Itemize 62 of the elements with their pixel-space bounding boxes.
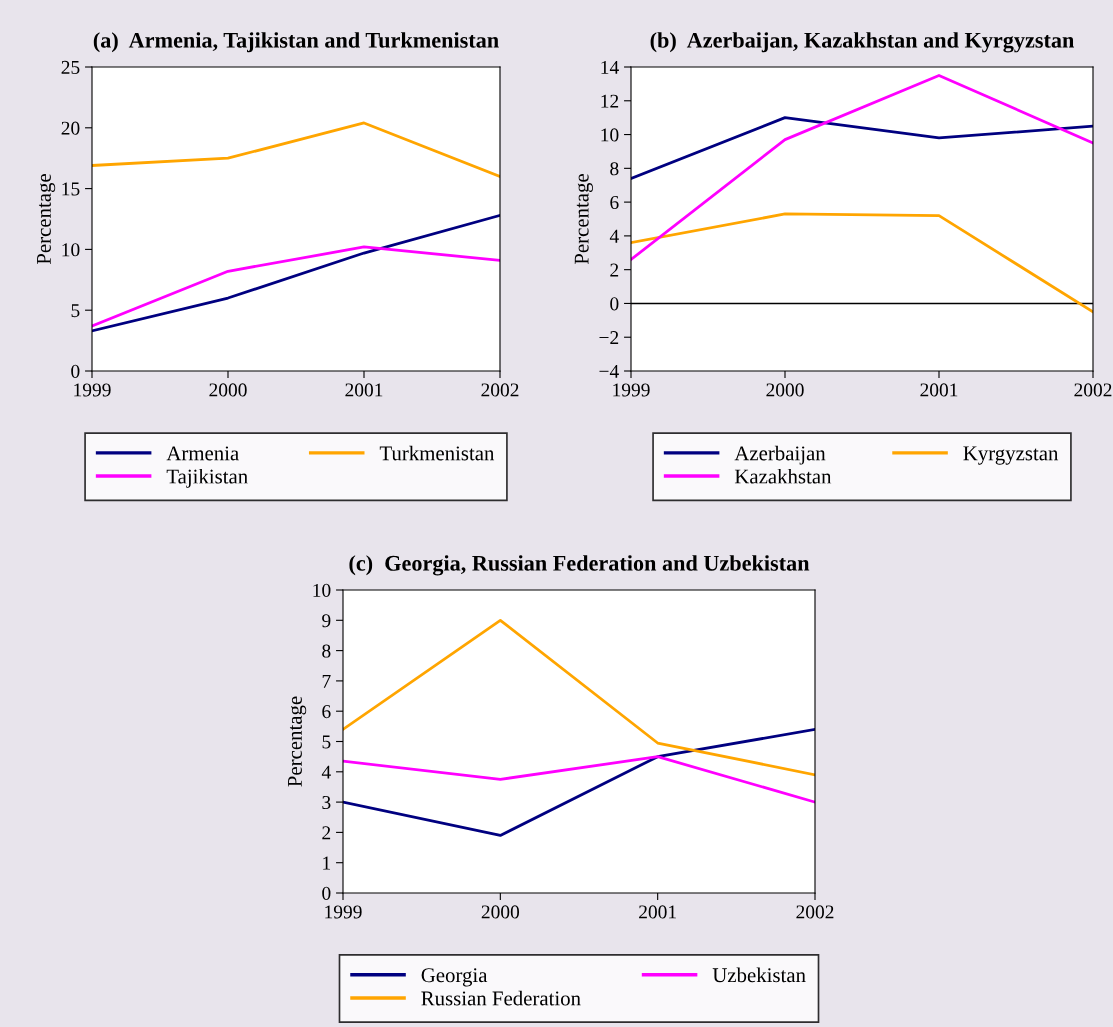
legend-label: Kyrgyzstan — [963, 446, 1059, 465]
legend-label: Azerbaijan — [734, 445, 826, 465]
y-tick-label: 5 — [71, 304, 80, 318]
x-tick-label: 2002 — [481, 383, 519, 397]
y-tick-label: 8 — [322, 644, 331, 658]
y-tick-label: 0 — [71, 364, 80, 378]
x-tick-label: 2001 — [639, 905, 676, 919]
legend-label: Russian Federation — [421, 990, 581, 1006]
y-tick-label: 12 — [601, 94, 619, 108]
y-tick-label: 25 — [61, 60, 80, 74]
chart-title: (b) Azerbaijan, Kazakhstan and Kyrgyzstan — [650, 32, 1075, 53]
line-series — [631, 74, 1093, 261]
y-tick-label: 9 — [322, 614, 331, 628]
x-tick-label: 2002 — [796, 905, 834, 919]
y-tick-label: 0 — [322, 886, 331, 900]
y-tick-label: 1 — [323, 856, 331, 870]
y-tick-label: 8 — [610, 162, 619, 176]
x-tick-label: 2000 — [766, 383, 804, 397]
y-tick-label: 20 — [61, 121, 80, 135]
y-tick-label: 4 — [321, 765, 331, 779]
line-series — [92, 245, 500, 328]
x-tick-label: 2001 — [345, 383, 383, 397]
line-series — [343, 755, 815, 804]
chart-title: (a) Armenia, Tajikistan and Turkmenistan — [93, 32, 499, 53]
line-series — [92, 121, 500, 178]
y-axis-title: Percentage — [574, 174, 593, 265]
legend-label: Armenia — [166, 446, 239, 461]
y-axis-title: Percentage — [37, 174, 56, 265]
legend-label: Tajikistan — [166, 468, 248, 488]
y-tick-label: 15 — [62, 182, 80, 196]
y-tick-label: 3 — [322, 795, 331, 810]
line-series — [343, 727, 815, 837]
y-tick-label: 4 — [609, 229, 619, 243]
y-tick-label: 10 — [313, 583, 331, 597]
y-tick-label: 0 — [610, 297, 619, 311]
y-tick-label: 5 — [322, 735, 331, 749]
y-tick-label: 7 — [322, 674, 331, 688]
y-axis-title: Percentage — [288, 696, 307, 787]
y-tick-label: −4 — [599, 364, 619, 378]
legend-label: Kazakhstan — [734, 468, 832, 484]
y-tick-label: −2 — [599, 331, 619, 344]
x-tick-label: 2000 — [209, 383, 247, 397]
legend-label: Turkmenistan — [379, 445, 495, 461]
x-tick-label: 2000 — [481, 905, 520, 919]
line-series — [343, 618, 815, 777]
x-tick-label: 2002 — [1074, 383, 1112, 397]
y-tick-label: 14 — [601, 60, 619, 74]
legend-label: Uzbekistan — [712, 967, 806, 983]
chart-title: (c) Georgia, Russian Federation and Uzbekistan — [349, 555, 810, 576]
y-tick-label: 10 — [62, 243, 80, 257]
y-tick-label: 2 — [322, 826, 331, 840]
x-tick-label: 1999 — [613, 383, 650, 397]
y-tick-label: 6 — [322, 705, 331, 719]
y-tick-label: 6 — [610, 195, 619, 210]
x-tick-label: 1999 — [74, 383, 111, 397]
x-tick-label: 2001 — [920, 383, 958, 397]
x-tick-label: 1999 — [325, 905, 362, 919]
y-tick-label: 10 — [601, 128, 619, 142]
y-tick-label: 2 — [610, 263, 619, 277]
legend-label: Georgia — [421, 968, 488, 987]
line-series — [631, 116, 1093, 180]
line-series — [92, 213, 500, 333]
